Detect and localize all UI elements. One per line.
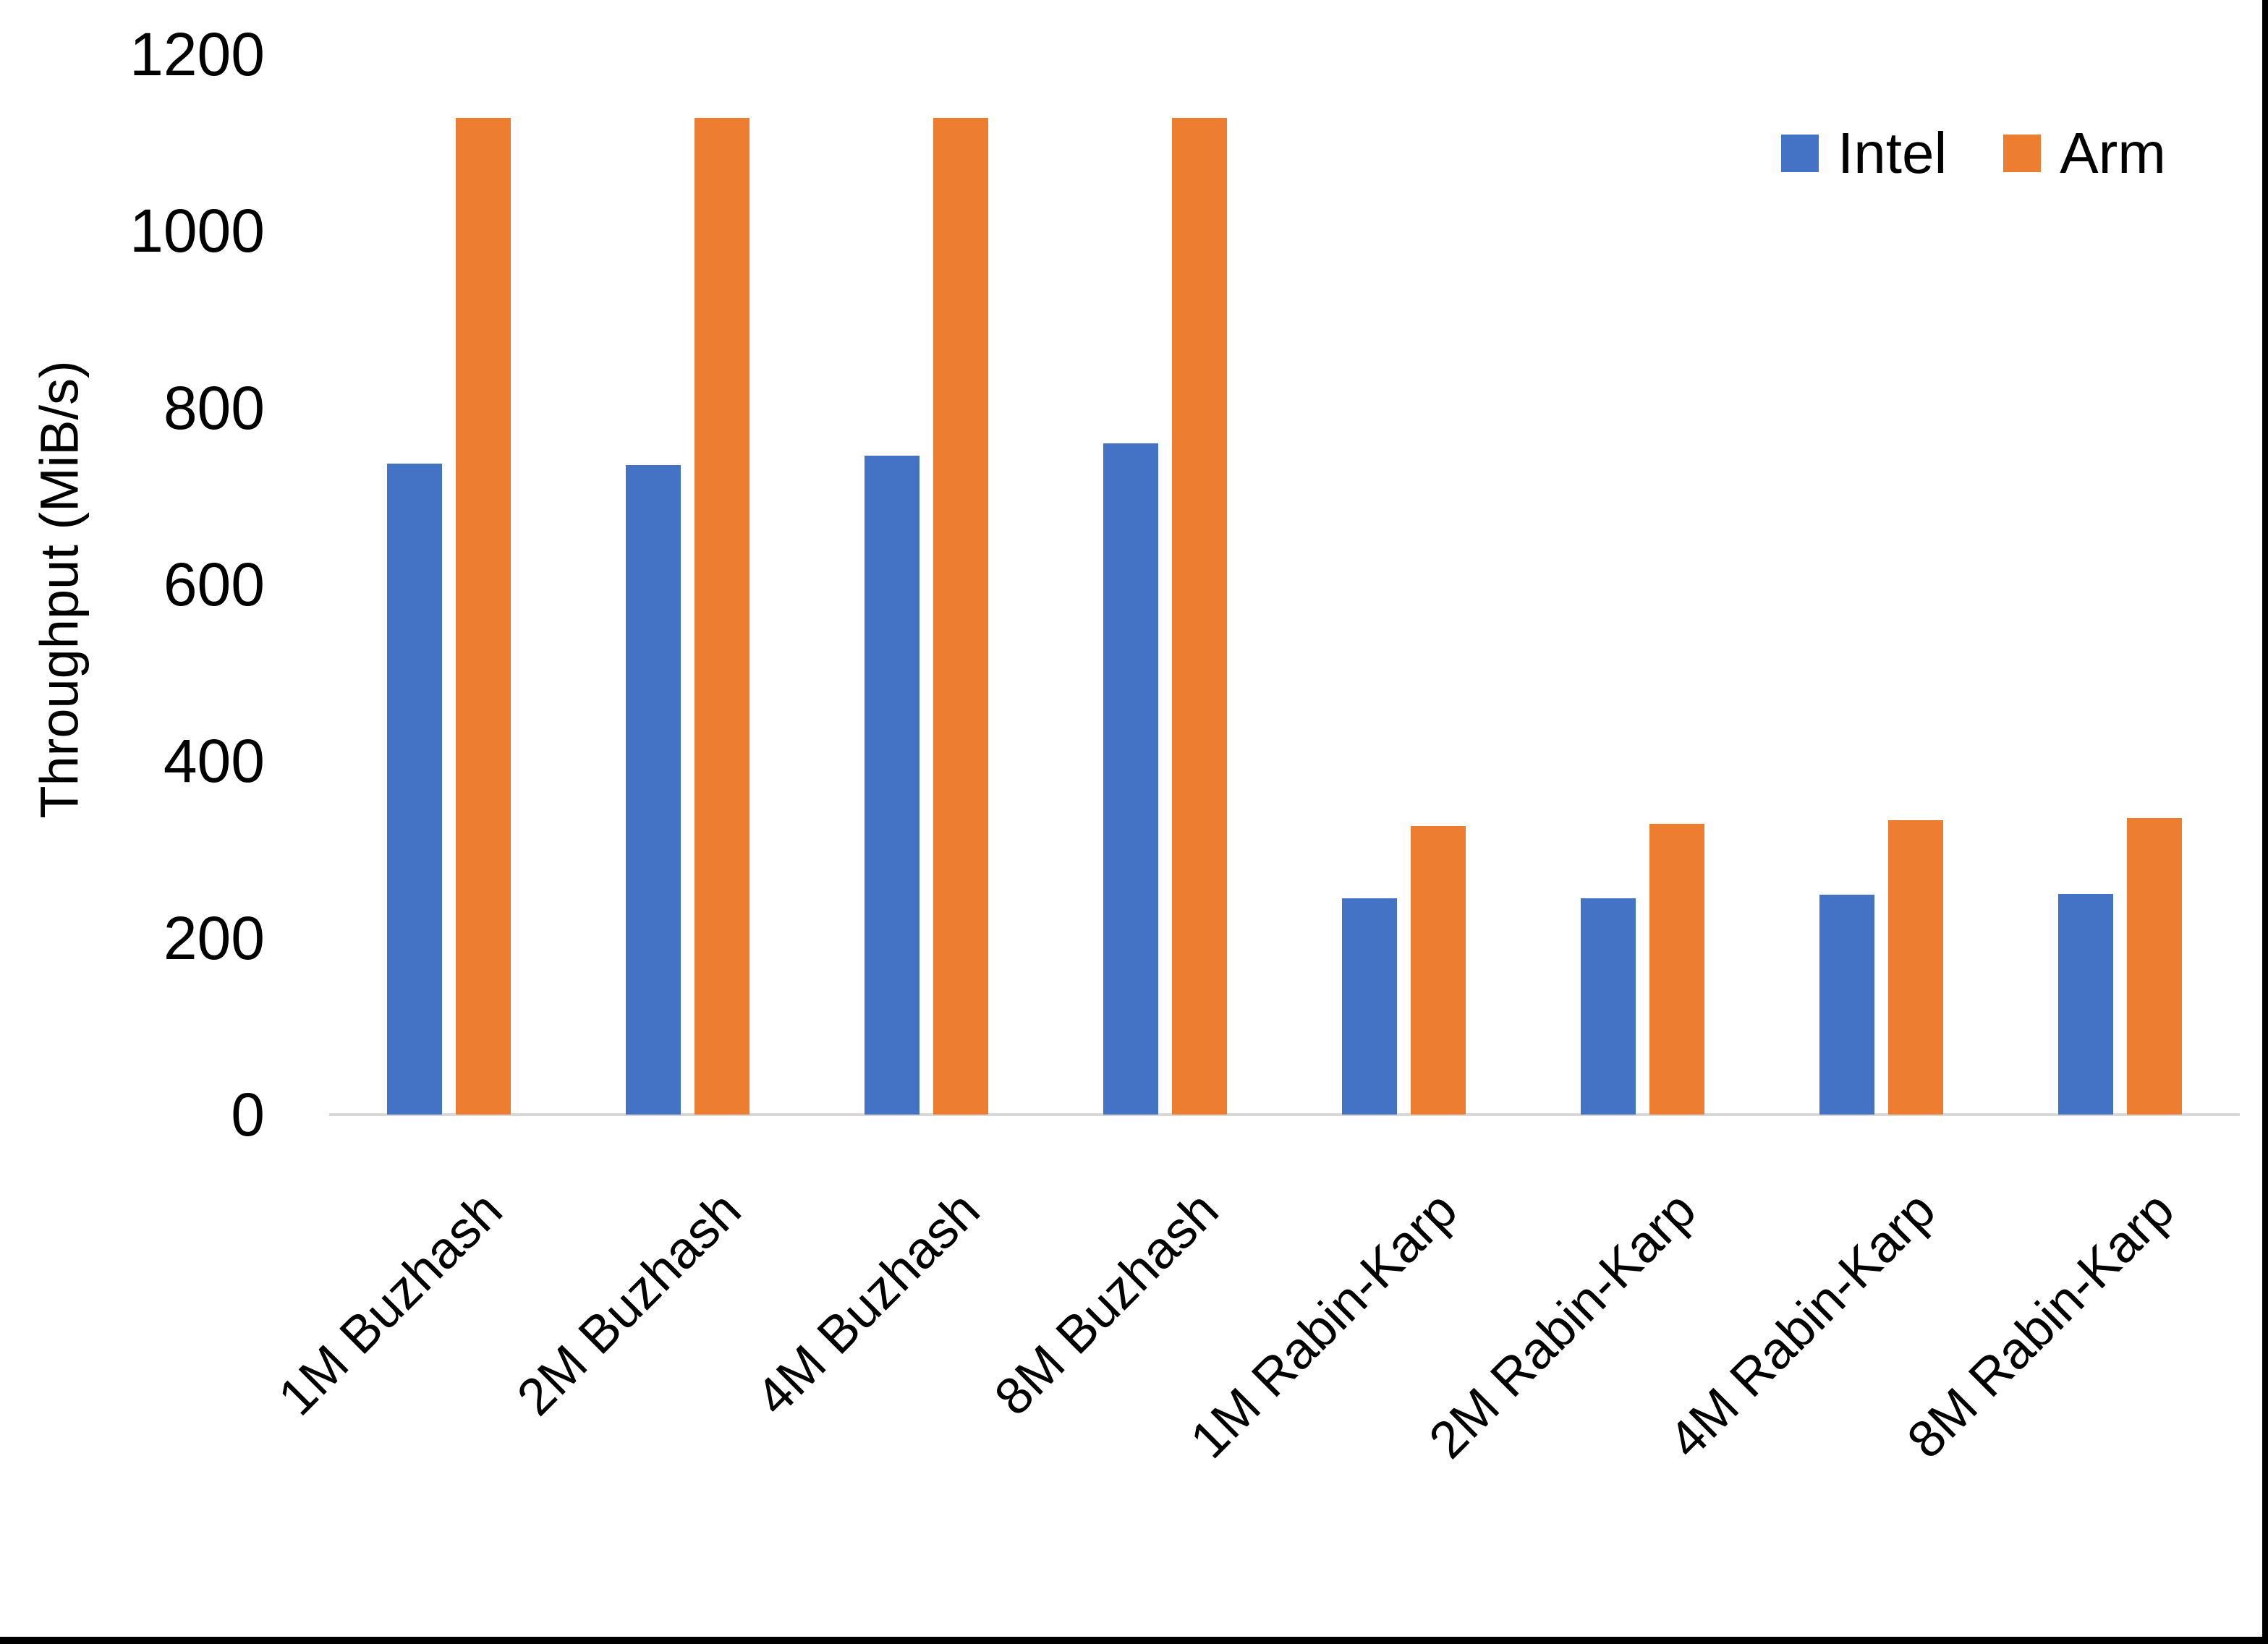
y-tick-label-600: 600 bbox=[163, 550, 265, 618]
legend-label-intel: Intel bbox=[1838, 121, 1948, 185]
legend-label-arm: Arm bbox=[2060, 121, 2166, 185]
x-category-label-1m-buzhash: 1M Buzhash bbox=[267, 1180, 514, 1427]
bar-group-4m-rabin-karp bbox=[1762, 54, 2001, 1115]
bar-group-8m-rabin-karp bbox=[2001, 54, 2240, 1115]
y-tick-label-400: 400 bbox=[163, 727, 265, 796]
screenshot-right-border bbox=[2262, 0, 2268, 1644]
legend: Intel Arm bbox=[1781, 124, 2166, 182]
legend-item-intel: Intel bbox=[1781, 124, 1947, 182]
bar-arm-8m-rabin-karp bbox=[2127, 817, 2183, 1115]
bar-arm-1m-rabin-karp bbox=[1411, 825, 1466, 1115]
bar-arm-2m-rabin-karp bbox=[1649, 824, 1705, 1115]
bar-intel-1m-buzhash bbox=[386, 463, 442, 1115]
y-tick-label-0: 0 bbox=[231, 1081, 265, 1149]
bar-group-2m-buzhash bbox=[568, 54, 807, 1115]
bar-intel-8m-rabin-karp bbox=[2058, 893, 2114, 1115]
y-tick-label-1200: 1200 bbox=[129, 20, 265, 88]
legend-item-arm: Arm bbox=[2003, 124, 2166, 182]
x-axis-line bbox=[329, 1113, 2240, 1116]
bar-arm-4m-rabin-karp bbox=[1888, 820, 1944, 1115]
y-tick-label-800: 800 bbox=[163, 373, 265, 442]
bar-group-2m-rabin-karp bbox=[1524, 54, 1762, 1115]
legend-swatch-intel bbox=[1781, 135, 1819, 172]
bar-group-4m-buzhash bbox=[807, 54, 1045, 1115]
bar-intel-4m-buzhash bbox=[864, 455, 919, 1115]
bar-intel-1m-rabin-karp bbox=[1342, 898, 1398, 1115]
bar-arm-8m-buzhash bbox=[1171, 117, 1227, 1115]
bar-intel-4m-rabin-karp bbox=[1819, 894, 1875, 1115]
bar-group-8m-buzhash bbox=[1045, 54, 1284, 1115]
bar-group-1m-rabin-karp bbox=[1285, 54, 1524, 1115]
bar-intel-8m-buzhash bbox=[1103, 443, 1158, 1115]
bar-arm-2m-buzhash bbox=[694, 117, 749, 1115]
y-tick-label-1000: 1000 bbox=[129, 197, 265, 265]
bar-intel-2m-rabin-karp bbox=[1581, 898, 1636, 1115]
x-category-label-4m-buzhash: 4M Buzhash bbox=[745, 1180, 991, 1427]
bar-intel-2m-buzhash bbox=[625, 465, 681, 1115]
x-category-label-8m-buzhash: 8M Buzhash bbox=[984, 1180, 1230, 1427]
screenshot-bottom-border bbox=[0, 1637, 2268, 1644]
plot-area bbox=[329, 54, 2240, 1115]
legend-swatch-arm bbox=[2003, 135, 2042, 172]
x-category-label-2m-buzhash: 2M Buzhash bbox=[506, 1180, 752, 1427]
y-axis-title: Throughput (MiB/s) bbox=[29, 360, 90, 819]
bar-arm-4m-buzhash bbox=[933, 117, 988, 1115]
bar-group-1m-buzhash bbox=[329, 54, 568, 1115]
y-tick-label-200: 200 bbox=[163, 903, 265, 972]
bar-arm-1m-buzhash bbox=[455, 117, 511, 1115]
